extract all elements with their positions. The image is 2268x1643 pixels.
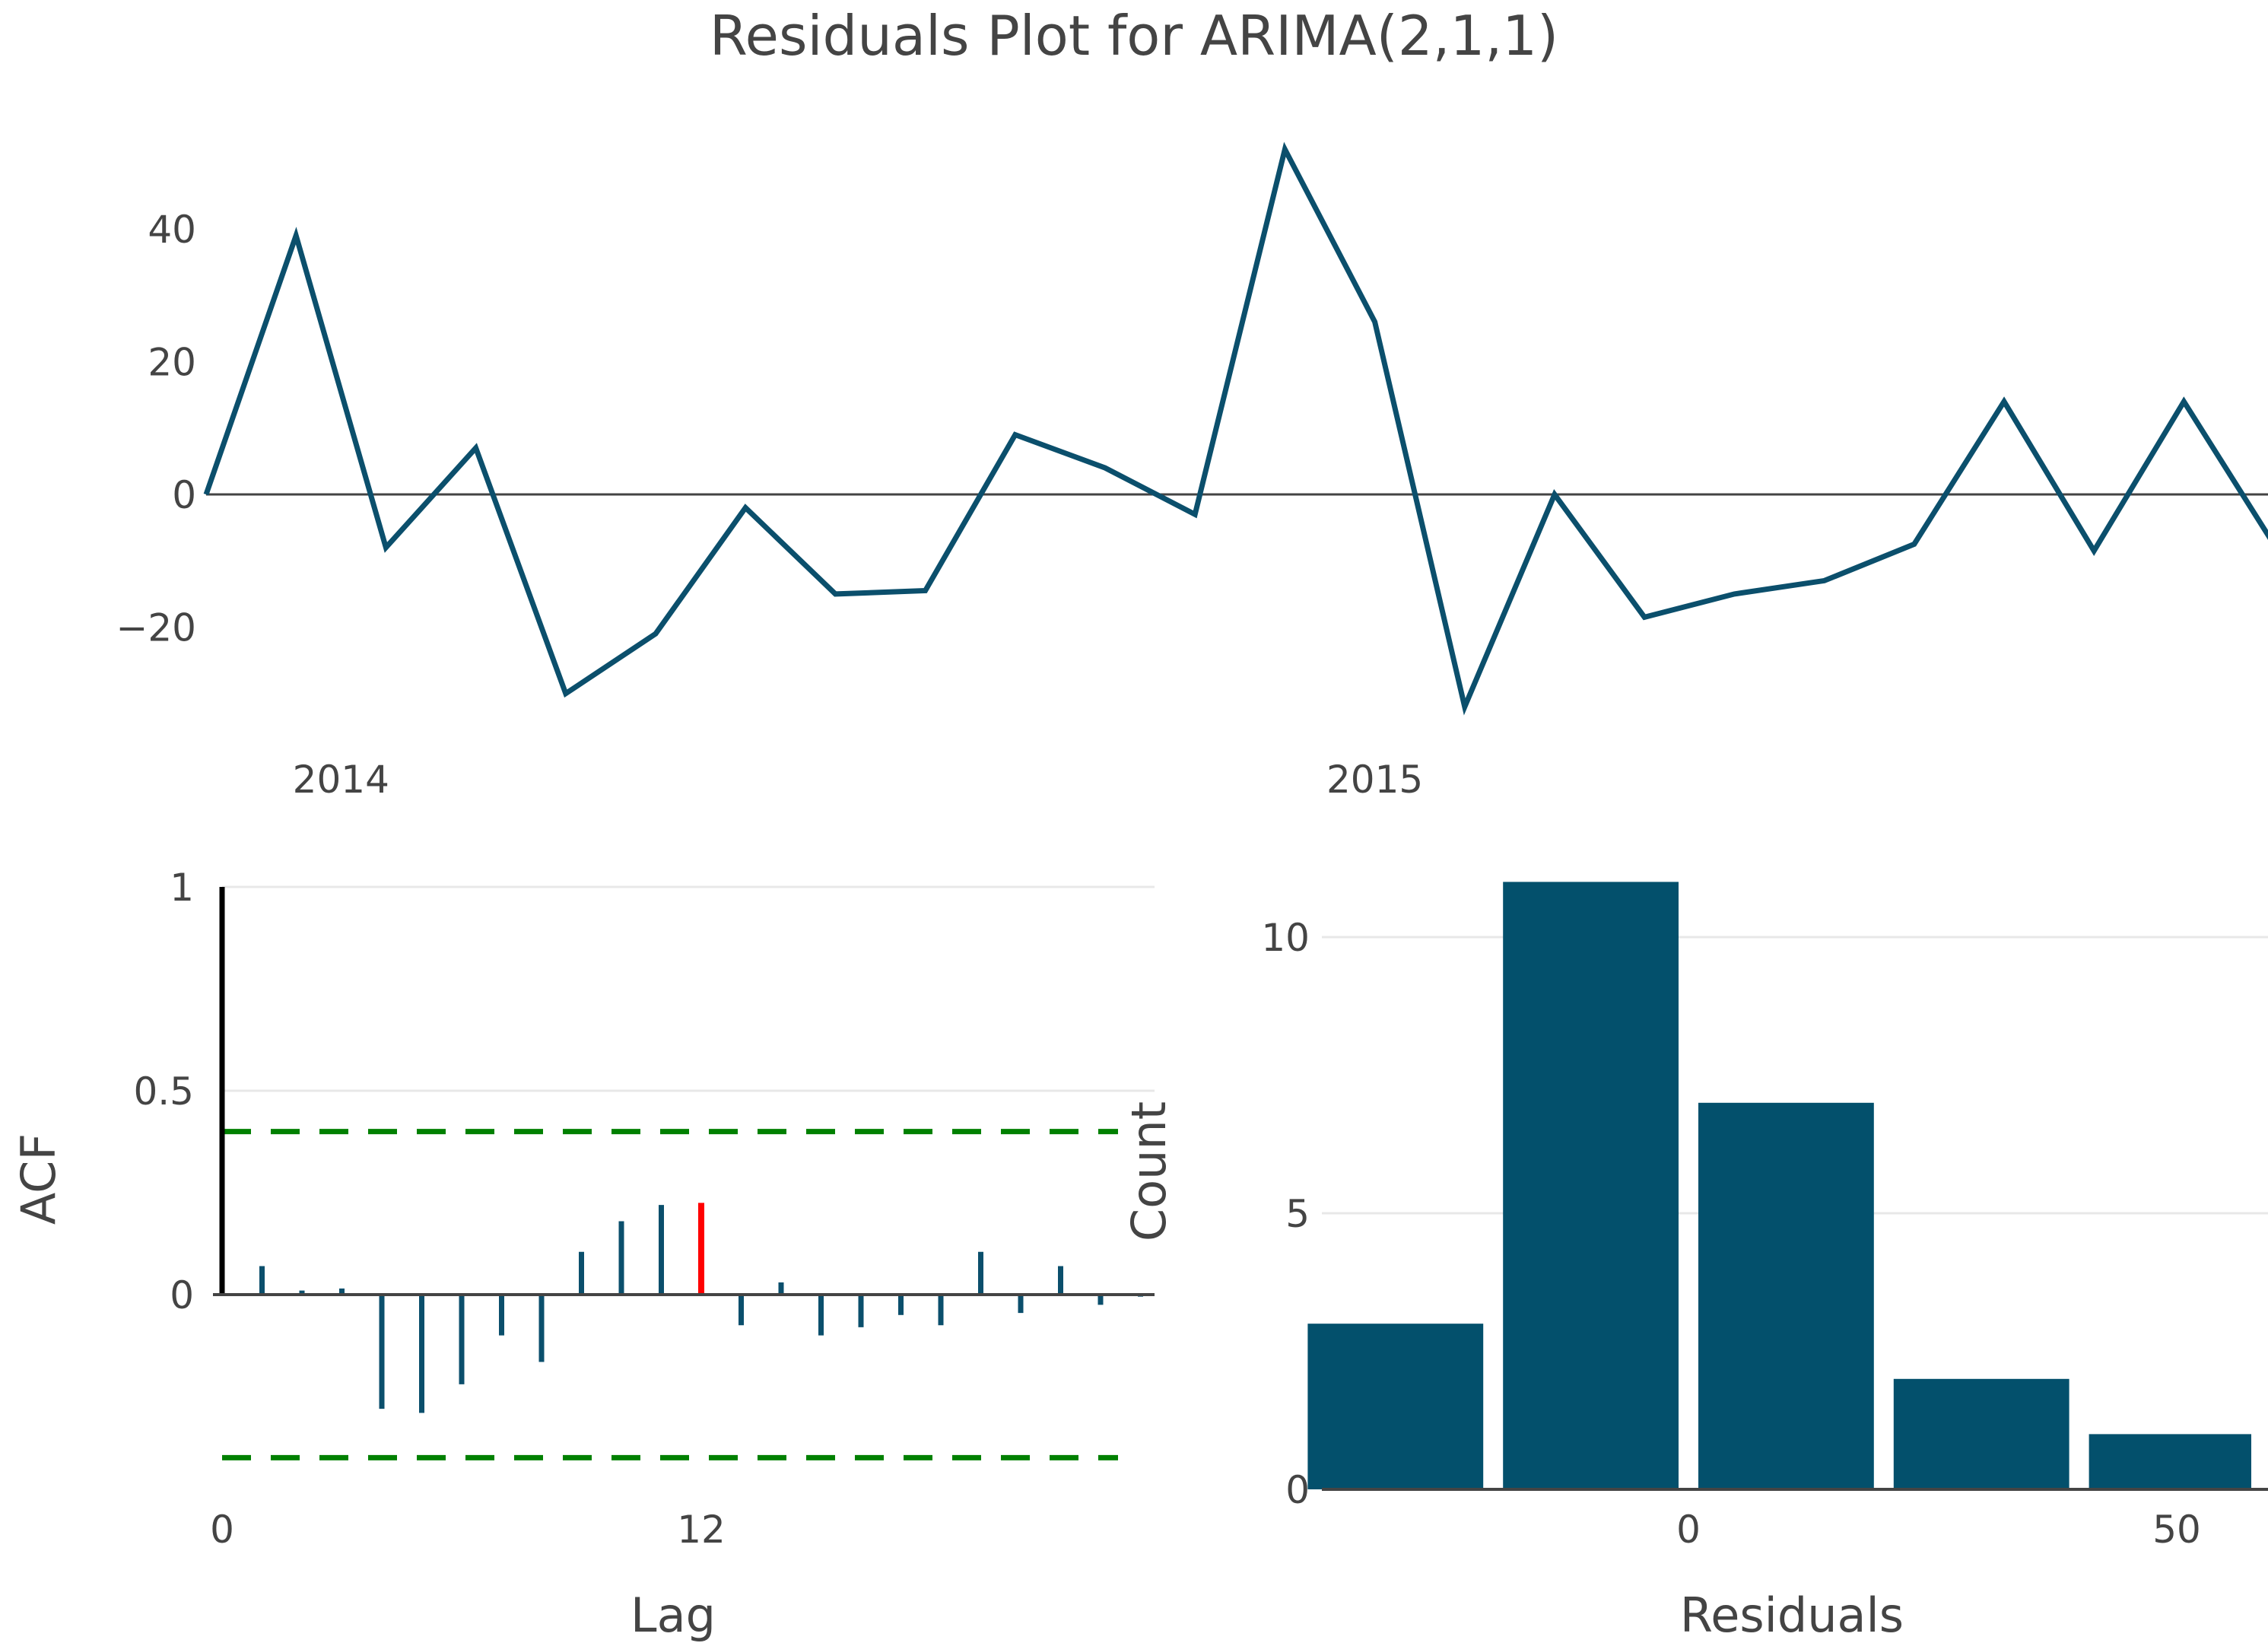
acf-x-tick-label: 0: [210, 1508, 234, 1552]
chart-title: Residuals Plot for ARIMA(2,1,1): [710, 4, 1558, 68]
acf-panel: 10.50 0 12 Lag ACF: [11, 866, 1155, 1643]
acf-x-axis-title: Lag: [631, 1587, 716, 1643]
histogram-x-axis-title: Residuals: [1680, 1587, 1904, 1643]
acf-y-axis-title: ACF: [11, 1133, 66, 1225]
acf-y-tick-label: 0.5: [133, 1069, 194, 1114]
histogram-y-tick-label: 5: [1285, 1192, 1310, 1236]
histogram-x-tick-label: 0: [1676, 1508, 1701, 1552]
residuals-y-tick-label: 0: [172, 473, 196, 517]
histogram-y-tick-label: 0: [1285, 1468, 1310, 1512]
residuals-x-tick-label: 2015: [1326, 758, 1423, 802]
acf-y-tick-label: 1: [170, 866, 194, 910]
histogram-bar: [1698, 1102, 1874, 1489]
acf-stems: [219, 887, 1143, 1413]
histogram-y-ticks: 10 5 0: [1261, 916, 1310, 1512]
histogram-y-tick-label: 10: [1261, 916, 1310, 960]
residuals-x-tick-label: 2014: [293, 758, 389, 802]
histogram-x-ticks: 0 50: [1676, 1508, 2201, 1552]
histogram-bar: [1307, 1324, 1484, 1489]
acf-x-tick-label: 12: [677, 1508, 726, 1552]
histogram-bar: [2089, 1434, 2251, 1489]
residuals-x-ticks: 2014 2015: [293, 758, 1424, 802]
histogram-bar: [1503, 882, 1679, 1489]
residuals-y-tick-label: 20: [148, 341, 196, 385]
histogram-bars: [1307, 882, 2251, 1489]
histogram-bar: [1893, 1378, 2069, 1489]
residuals-y-ticks: 40 20 0 −20: [116, 208, 196, 650]
acf-gridlines: [222, 885, 1155, 1092]
residuals-y-tick-label: −20: [116, 606, 196, 650]
acf-confidence-bands: [222, 1129, 1118, 1460]
histogram-y-axis-title: Count: [1121, 1101, 1177, 1241]
acf-y-tick-label: 0: [170, 1273, 194, 1317]
residuals-series-line: [203, 141, 2268, 716]
residuals-y-tick-label: 40: [148, 208, 196, 252]
residuals-panel: 40 20 0 −20 2014 2015: [116, 141, 2268, 802]
acf-y-ticks: 10.50: [133, 866, 194, 1317]
histogram-x-tick-label: 50: [2152, 1508, 2201, 1552]
acf-x-ticks: 0 12: [210, 1508, 726, 1552]
